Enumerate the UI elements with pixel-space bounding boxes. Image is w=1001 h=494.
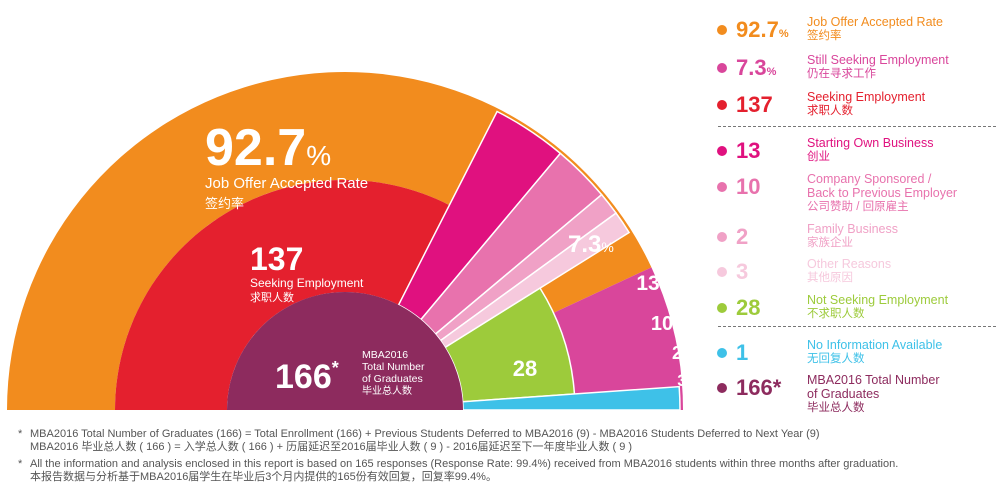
legend-value: 3 [736, 259, 749, 284]
legend-dot [717, 25, 727, 35]
legend-dot [717, 348, 727, 358]
legend-dot [717, 100, 727, 110]
label-other: 3 [677, 371, 686, 390]
label-not_seeking: 28 [513, 356, 537, 381]
legend-dot [717, 383, 727, 393]
legend-label-cn: 不求职人数 [807, 308, 865, 320]
legend-label-cn: 家族企业 [807, 237, 853, 249]
legend-label-en: Seeking Employment [807, 90, 926, 104]
legend-value: 92.7% [736, 17, 789, 42]
legend-dot [717, 63, 727, 73]
label-total-value: 166* [275, 358, 339, 396]
legend-dot [717, 232, 727, 242]
legend-label-en: MBA2016 Total Number of Graduates [807, 373, 940, 401]
slice-seeking [115, 180, 450, 410]
footnote: * MBA2016 Total Number of Graduates (166)… [18, 428, 988, 456]
label-still-unit: % [601, 239, 613, 255]
legend-label-cn: 签约率 [807, 30, 842, 42]
legend-value: 13 [736, 138, 761, 163]
legend-value: 137 [736, 92, 773, 117]
slice-total [227, 292, 463, 410]
legend-divider [718, 126, 996, 127]
legend-dot [717, 303, 727, 313]
label-total-en: of Graduates [362, 373, 423, 385]
outcome-slices [397, 110, 681, 411]
footnote-mark: * [18, 458, 23, 470]
slice-company_sponsored [419, 152, 603, 336]
legend: 92.7% Job Offer Accepted Rate 签约率 7.3% Still… [700, 0, 1000, 420]
legend-label-en: No Information Available [807, 338, 943, 352]
legend-label-en: Starting Own Business [807, 136, 934, 150]
footnote-line: All the information and analysis enclose… [30, 458, 899, 470]
legend-label-cn: 创业 [807, 151, 830, 163]
label-no_info: 1 [682, 394, 689, 409]
label-total-en: MBA2016 [362, 349, 408, 361]
legend-value: 7.3% [736, 55, 777, 80]
label-seeking-en: Seeking Employment [250, 276, 364, 290]
legend-label-cn: 求职人数 [807, 105, 853, 117]
legend-divider [718, 326, 996, 327]
legend-label-cn: 公司赞助 / 回原雇主 [807, 201, 909, 213]
middle-ring [115, 180, 450, 410]
legend-label-cn: 仍在寻求工作 [807, 68, 876, 80]
legend-label-en: Company Sponsored / Back to Previous Emp… [807, 172, 958, 200]
label-family: 2 [672, 343, 682, 363]
semicircle-chart: 92.7%Job Offer Accepted Rate签约率137Seekin… [7, 72, 689, 411]
label-accepted-unit: % [306, 140, 331, 171]
label-total-mark: * [332, 358, 339, 378]
label-own_business: 13 [636, 272, 659, 295]
legend-label-en: Other Reasons [807, 257, 892, 271]
legend-value: 2 [736, 224, 749, 249]
legend-value: 10 [736, 174, 761, 199]
legend-dot [717, 267, 727, 277]
legend-value: 28 [736, 295, 761, 320]
legend-label-en: Still Seeking Employment [807, 53, 949, 67]
label-seeking-value: 137 [250, 241, 303, 277]
legend-value: 166* [736, 375, 782, 400]
legend-label-cn: 其他原因 [807, 272, 853, 284]
legend-label-en: Not Seeking Employment [807, 293, 949, 307]
center-semicircle [227, 292, 463, 410]
legend-label-en: Family Business [807, 222, 898, 236]
label-company_sponsored: 10 [651, 313, 673, 335]
label-accepted-en: Job Offer Accepted Rate [205, 175, 368, 192]
slice-still-seeking [553, 267, 683, 410]
legend-label-en: Job Offer Accepted Rate [807, 15, 943, 29]
label-seeking-cn: 求职人数 [250, 291, 294, 304]
legend-unit: % [778, 28, 789, 40]
footnote-mark: * [18, 428, 23, 440]
label-total-en: Total Number [362, 361, 425, 373]
legend-dot [717, 146, 727, 156]
legend-value: 1 [736, 340, 749, 365]
legend-label-cn: 无回复人数 [807, 353, 865, 365]
footnote-line: MBA2016 Total Number of Graduates (166) … [30, 428, 820, 440]
footnote-line: 本报告数据与分析基于MBA2016届学生在毕业后3个月内提供的165份有效回复，… [30, 471, 497, 483]
label-total-cn: 毕业总人数 [362, 384, 412, 397]
footnote-line: MBA2016 毕业总人数 ( 166 ) = 入学总人数 ( 166 ) + … [30, 441, 633, 453]
legend-dot [717, 182, 727, 192]
legend-label-cn: 毕业总人数 [807, 402, 865, 414]
footnote: * All the information and analysis enclos… [18, 458, 988, 486]
label-accepted-cn: 签约率 [205, 196, 244, 211]
legend-unit: % [766, 66, 777, 78]
